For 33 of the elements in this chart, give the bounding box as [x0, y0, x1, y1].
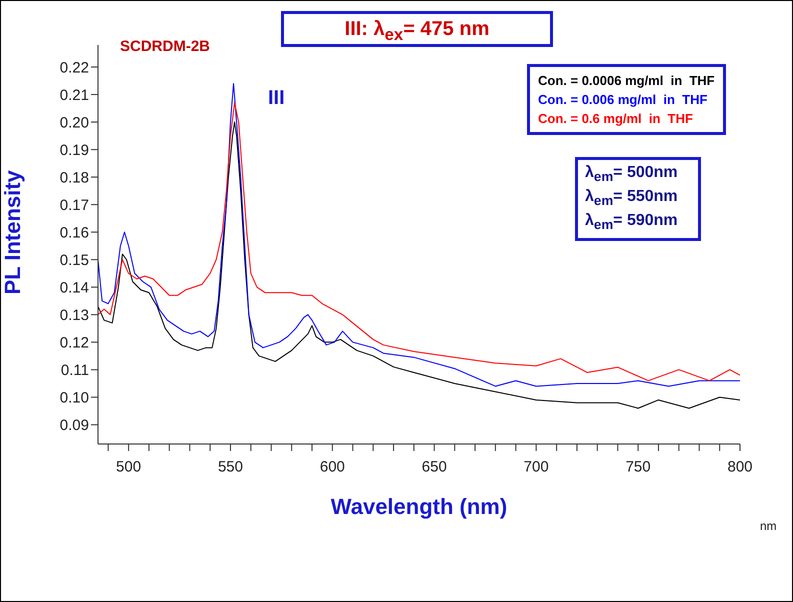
y-tick-label: 0.12 — [60, 334, 89, 352]
text: Con. = 0.006 mg/ml in THF — [538, 91, 708, 109]
annotation: SCDRDM-2B — [120, 37, 210, 57]
y-tick-label: 0.22 — [60, 59, 89, 76]
y-tick-label: 0.18 — [60, 169, 89, 186]
y-tick-label: 0.13 — [60, 306, 89, 324]
text: Con. = 0.6 mg/ml in THF — [538, 110, 694, 128]
y-tick-label: 0.14 — [60, 279, 89, 296]
y-tick-label: 0.16 — [60, 224, 89, 242]
y-tick-label: 0.10 — [60, 390, 89, 407]
annotation: λ$_{em}$= 550nm — [585, 187, 678, 210]
annotation: III — [268, 87, 285, 109]
text: nm — [760, 518, 777, 535]
x-tick-label: 650 — [422, 458, 447, 476]
y-tick-label: 0.21 — [60, 86, 89, 104]
y-tick-label: 0.11 — [60, 362, 89, 380]
annotation: λ$_{em}$= 590nm — [585, 211, 678, 234]
chart-title: III: λ$_{ex}$= 475 nm — [281, 11, 553, 47]
x-tick-label: 700 — [524, 458, 549, 476]
x-tick-label: 600 — [320, 458, 345, 476]
y-tick-label: 0.17 — [60, 196, 89, 214]
y-axis-title: PL Intensity — [0, 169, 25, 294]
y-tick-label: 0.20 — [60, 114, 89, 132]
y-tick-label: 0.19 — [60, 142, 89, 159]
y-tick-label: 0.09 — [60, 417, 89, 434]
y-tick-label: 0.15 — [60, 252, 89, 269]
text: Con. = 0.0006 mg/ml in THF — [538, 72, 715, 90]
annotation: λ$_{em}$= 500nm — [585, 163, 678, 186]
x-tick-label: 800 — [727, 458, 753, 476]
x-tick-label: 550 — [218, 458, 243, 476]
x-tick-label: 500 — [116, 458, 142, 476]
x-tick-label: 750 — [626, 458, 651, 476]
x-axis-title: Wavelength (nm) — [330, 494, 508, 519]
